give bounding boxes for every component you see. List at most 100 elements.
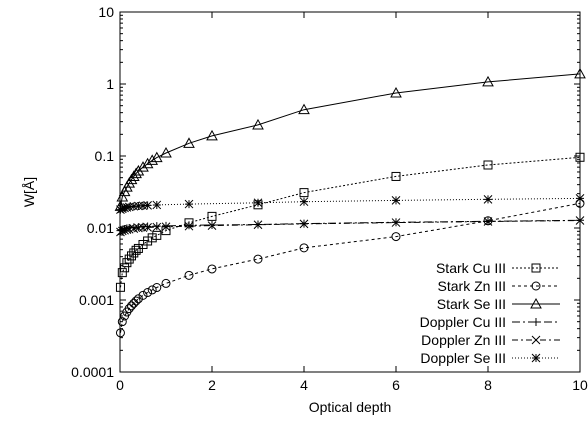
data-point-cross	[152, 222, 162, 232]
data-point-circle	[117, 317, 127, 327]
data-point-circle	[133, 294, 143, 304]
series-line	[120, 202, 581, 333]
data-point-star	[391, 196, 401, 205]
data-point-circle	[129, 298, 139, 308]
data-point-cross	[207, 221, 217, 230]
data-point-square	[120, 263, 130, 273]
x-tick-label: 10	[572, 377, 588, 393]
data-point-square	[129, 248, 139, 258]
data-point-star	[124, 202, 134, 212]
data-point-circle	[161, 278, 171, 288]
data-point-triangle	[150, 151, 163, 163]
legend-label: Doppler Se III	[420, 350, 506, 366]
data-point-circle	[124, 304, 134, 314]
data-point-cross	[161, 222, 171, 232]
data-point-star	[299, 197, 309, 207]
data-point-square	[483, 160, 493, 170]
series-stark-cu-iii	[115, 152, 585, 292]
data-point-square	[207, 211, 217, 221]
data-point-triangle	[574, 67, 586, 79]
data-point-circle	[143, 288, 153, 298]
data-point-square	[299, 188, 309, 198]
x-tick-label: 4	[300, 377, 308, 393]
data-point-cross	[483, 217, 493, 226]
data-point-star	[531, 353, 541, 363]
data-point-star	[117, 204, 127, 214]
data-point-star	[138, 201, 148, 211]
data-point-square	[143, 236, 153, 246]
x-axis-label: Optical depth	[309, 399, 392, 415]
series-line	[120, 220, 581, 233]
y-tick-label: 0.01	[87, 220, 114, 236]
data-point-cross	[391, 218, 401, 227]
legend-label: Stark Cu III	[436, 260, 506, 276]
y-tick-label: 10	[98, 4, 114, 20]
data-point-cross	[531, 335, 541, 345]
data-point-circle	[391, 232, 401, 242]
data-point-plus	[162, 221, 170, 230]
y-tick-label: 0.0001	[71, 364, 114, 380]
data-point-circle	[138, 290, 148, 300]
data-point-triangle	[530, 297, 542, 309]
data-point-circle	[253, 254, 263, 264]
data-point-triangle	[130, 167, 142, 179]
data-point-star	[129, 201, 139, 211]
series-doppler-zn-iii	[116, 216, 585, 237]
y-tick-label: 0.001	[79, 292, 114, 308]
x-tick-label: 2	[208, 377, 216, 393]
data-point-square	[131, 245, 141, 255]
data-point-circle	[299, 243, 309, 253]
data-point-triangle	[482, 75, 494, 87]
data-point-square	[124, 254, 134, 264]
data-point-square	[147, 233, 157, 243]
data-point-star	[184, 199, 194, 209]
data-point-cross	[184, 221, 194, 231]
data-point-cross	[253, 220, 263, 230]
data-point-triangle	[132, 164, 145, 176]
data-point-plus	[152, 222, 161, 231]
series-stark-zn-iii	[115, 198, 585, 338]
x-tick-label: 8	[484, 377, 492, 393]
data-point-star	[483, 194, 493, 204]
data-point-square	[127, 251, 136, 261]
data-point-triangle	[146, 154, 159, 165]
series-lines	[114, 67, 586, 338]
data-point-star	[116, 205, 125, 214]
legend-label: Doppler Cu III	[420, 314, 506, 330]
data-point-triangle	[252, 118, 264, 130]
data-point-circle	[115, 328, 125, 338]
series-line	[120, 156, 581, 288]
y-tick-label: 1	[106, 76, 114, 92]
data-point-cross	[299, 219, 309, 229]
data-point-square	[115, 282, 125, 292]
data-point-triangle	[298, 103, 310, 115]
data-point-square	[531, 263, 541, 273]
data-point-circle	[531, 281, 541, 291]
data-point-circle	[127, 301, 136, 311]
data-point-square	[117, 268, 127, 278]
data-point-plus	[185, 221, 193, 230]
legend-label: Stark Zn III	[438, 278, 506, 294]
series-doppler-se-iii	[116, 194, 585, 214]
data-point-circle	[131, 296, 141, 306]
data-point-star	[143, 201, 152, 210]
data-point-circle	[207, 264, 217, 274]
data-point-triangle	[137, 161, 149, 172]
x-tick-label: 0	[116, 377, 124, 393]
data-point-circle	[184, 270, 194, 280]
data-point-triangle	[390, 86, 402, 98]
data-point-square	[575, 152, 585, 162]
legend-label: Stark Se III	[437, 296, 506, 312]
data-point-plus	[143, 222, 152, 231]
data-point-cross	[575, 216, 585, 225]
data-point-star	[152, 200, 162, 210]
data-point-triangle	[141, 157, 154, 169]
data-point-triangle	[183, 137, 195, 148]
data-point-star	[253, 198, 263, 208]
data-point-square	[152, 230, 162, 240]
y-axis-label: W[Å]	[21, 177, 37, 207]
legend: Stark Cu III Stark Zn III Stark Se III Dopp…	[420, 260, 560, 366]
data-point-circle	[152, 283, 162, 293]
